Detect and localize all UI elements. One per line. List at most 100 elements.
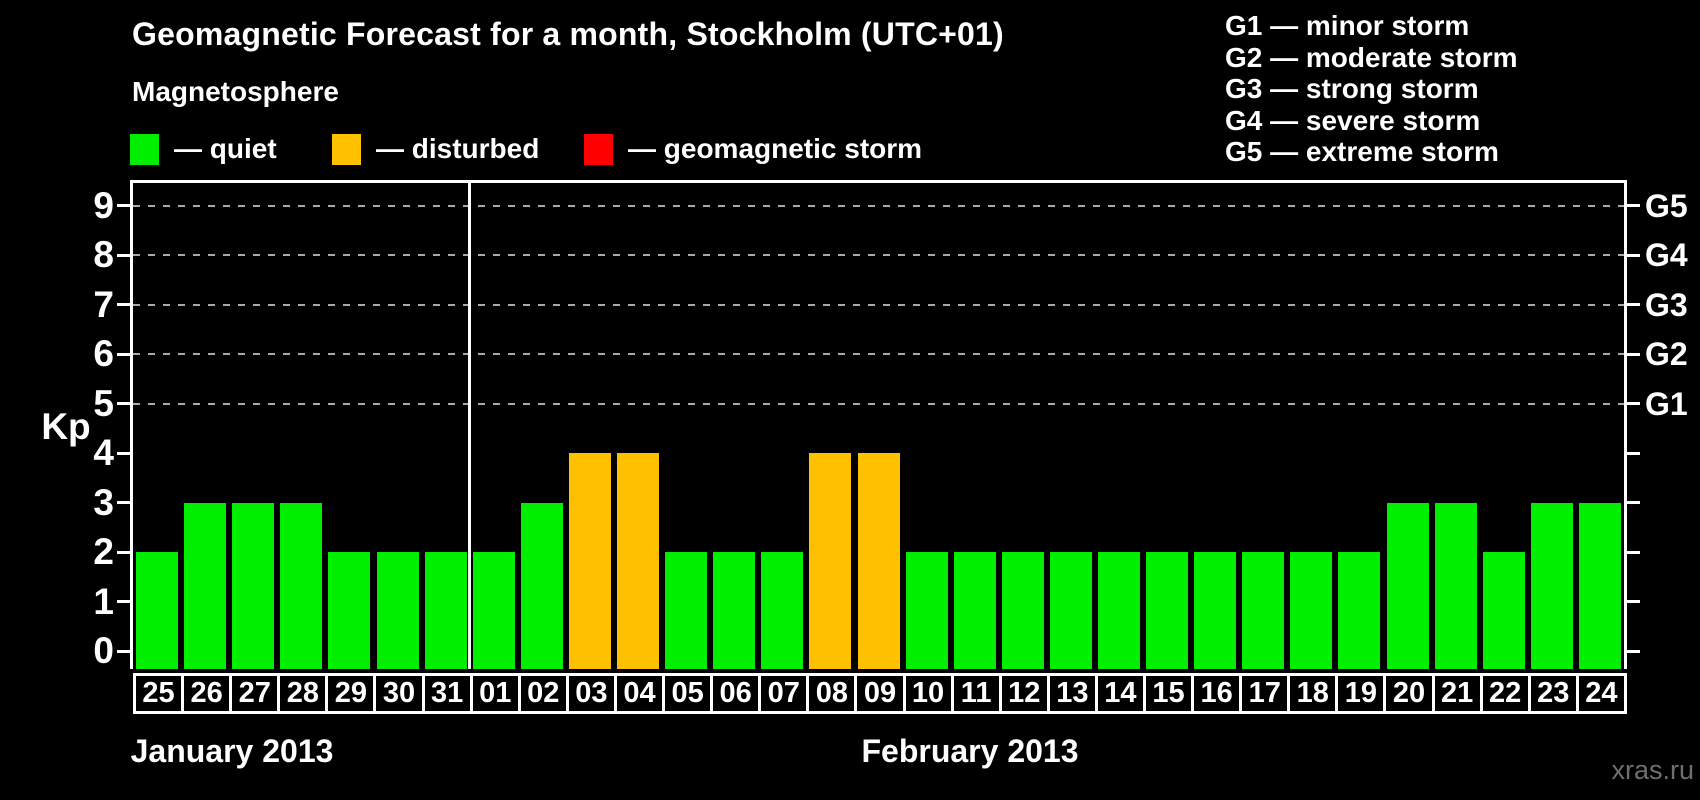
storm-scale-legend-line: G1 — minor storm [1225,10,1470,41]
y-axis-title: Kp [41,406,91,447]
bar-day-09 [857,453,900,669]
storm-scale-legend-line: G3 — strong storm [1225,73,1479,104]
right-axis-label-G5: G5 [1645,187,1688,224]
y-axis-label-8: 8 [93,234,114,275]
bar-day-06 [713,552,756,669]
day-label-06: 06 [710,673,762,714]
day-label-16: 16 [1191,673,1243,714]
bar-day-01 [472,552,515,669]
storm-scale-legend-line: G4 — severe storm [1225,104,1481,136]
day-label-02: 02 [517,673,569,714]
bar-day-03 [568,453,611,669]
y-axis-label-4: 4 [93,432,114,473]
day-label-25: 25 [133,673,185,714]
bar-day-27 [232,502,275,669]
day-label-24: 24 [1575,673,1627,714]
watermark: xras.ru [1611,755,1694,785]
day-label-26: 26 [181,673,233,714]
day-label-31: 31 [421,673,473,714]
day-label-19: 19 [1335,673,1387,714]
plot-area [117,180,1640,669]
right-tick-kp-6 [1627,352,1640,356]
bar-day-23 [1530,502,1573,669]
bar-day-17 [1242,552,1285,669]
right-tick-kp-1 [1627,600,1640,603]
y-axis-label-7: 7 [93,283,114,325]
bar-day-13 [1049,552,1092,669]
right-tick-kp-9 [1627,204,1640,207]
geomagnetic-storm-color-swatch [584,133,613,165]
left-tick-kp-6 [117,352,130,356]
day-label-20: 20 [1383,673,1435,714]
bar-day-19 [1338,552,1381,669]
right-axis-label-G2: G2 [1645,336,1688,372]
day-label-05: 05 [662,673,714,714]
left-tick-kp-9 [117,204,130,207]
y-axis-label-1: 1 [93,580,114,622]
bar-day-21 [1434,502,1477,669]
magnetosphere-legend-heading: Magnetosphere [132,76,339,107]
day-label-29: 29 [325,673,377,714]
day-label-01: 01 [469,673,521,714]
bar-day-29 [328,552,371,669]
month-label-february: February 2013 [861,733,1079,769]
x-axis-day-labels: 25 26 27 28 29 30 31 01 02 03 04 05 06 07 08 09 10 11 12 13… [133,673,1627,714]
bar-day-18 [1290,552,1333,669]
left-tick-kp-5 [117,402,130,405]
legend-item-label: — quiet [174,133,277,164]
month-separator-line [468,183,472,669]
left-tick-kp-8 [117,253,130,257]
bar-day-10 [905,552,948,669]
day-label-30: 30 [373,673,425,714]
y-axis-label-5: 5 [93,382,114,424]
bar-day-08 [809,453,852,669]
bar-day-25 [136,552,179,669]
bar-day-07 [761,552,804,669]
bar-day-11 [953,552,996,669]
right-tick-kp-3 [1627,501,1640,504]
day-label-10: 10 [902,673,954,714]
legend-item-label: — geomagnetic storm [628,133,923,164]
right-axis-label-G3: G3 [1645,286,1688,323]
day-label-17: 17 [1239,673,1291,714]
day-label-18: 18 [1287,673,1339,714]
right-tick-kp-5 [1627,402,1640,405]
bar-day-26 [184,502,227,669]
day-label-23: 23 [1527,673,1579,714]
bar-day-20 [1386,502,1429,669]
bar-day-02 [520,502,563,669]
day-label-07: 07 [758,673,810,714]
day-label-11: 11 [950,673,1002,714]
day-label-03: 03 [565,673,617,714]
bar-day-14 [1097,552,1140,669]
bar-day-24 [1578,502,1621,669]
right-tick-kp-0 [1627,649,1640,653]
day-label-04: 04 [613,673,666,714]
right-axis-line [1624,183,1627,669]
y-axis-label-3: 3 [93,481,114,523]
storm-scale-legend: G1 — minor storm G2 — moderate storm G3 — … [1225,10,1518,168]
day-label-27: 27 [229,673,281,714]
day-label-21: 21 [1431,673,1483,714]
legend-item-label: — disturbed [376,133,540,164]
left-tick-kp-4 [117,451,130,455]
right-tick-kp-4 [1627,451,1640,455]
plot-top-border [130,180,1627,183]
bar-day-12 [1001,552,1044,669]
y-axis-label-2: 2 [93,531,114,572]
day-label-14: 14 [1094,673,1146,714]
day-label-15: 15 [1142,673,1195,714]
left-tick-kp-1 [117,600,130,603]
right-tick-kp-2 [1627,550,1640,554]
gridline-kp-9 [133,204,1624,207]
day-label-08: 08 [806,673,858,714]
gridline-kp-5 [133,402,1624,405]
day-label-12: 12 [998,673,1050,714]
bar-day-16 [1194,552,1237,669]
day-label-22: 22 [1479,673,1531,714]
right-tick-kp-8 [1627,253,1640,257]
bar-day-22 [1482,552,1525,669]
legend-item-quiet: — quiet [130,131,277,167]
month-label-january: January 2013 [130,733,334,769]
right-axis-label-G1: G1 [1645,385,1688,422]
